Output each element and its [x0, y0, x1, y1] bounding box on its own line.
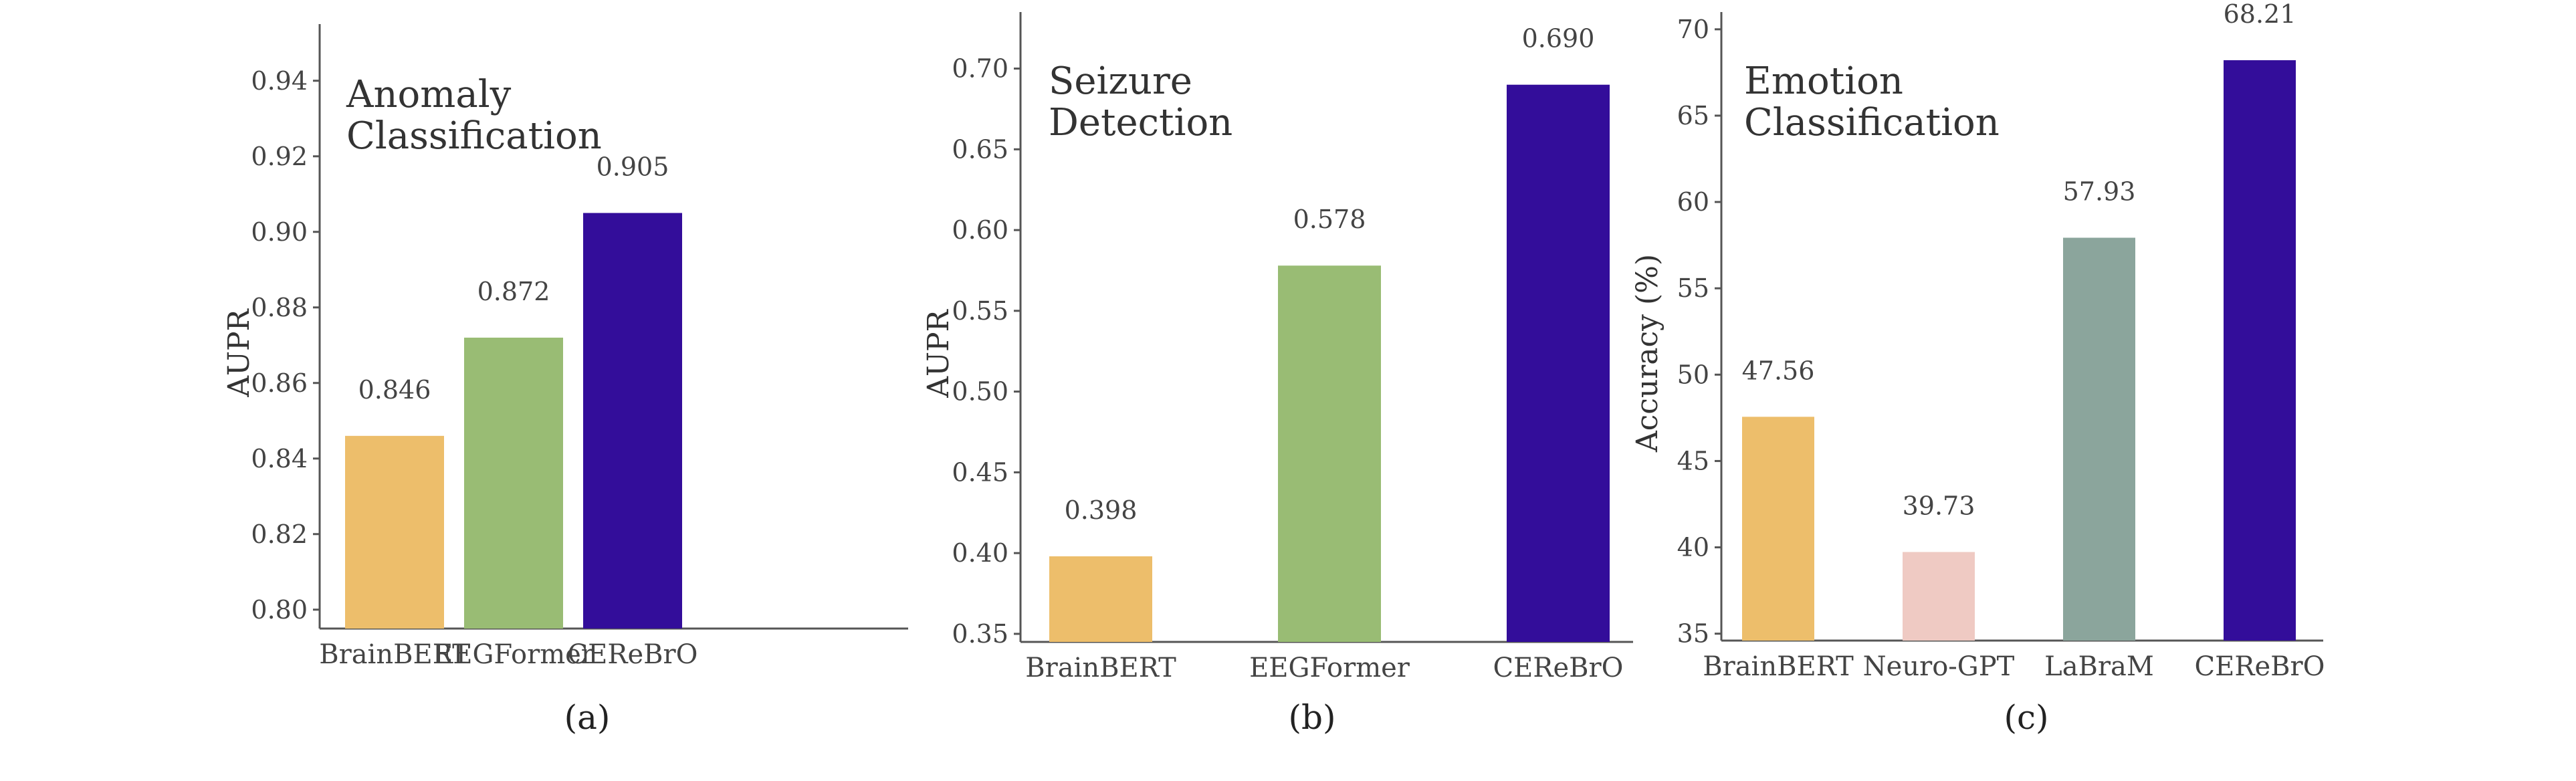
y-tick-label: 0.86 [251, 368, 308, 398]
x-tick-label: EEGFormer [433, 639, 595, 670]
y-tick-label: 0.94 [251, 66, 308, 96]
y-axis-label: AUPR [922, 308, 956, 398]
y-axis-label: AUPR [222, 308, 256, 397]
bar-cerebro [1507, 84, 1610, 642]
chart-panel-c: 35 40 45 50 55 60 65 70 Accuracy (%) EmotionClass… [1630, 0, 2325, 737]
x-tick-label: Neuro-GPT [1863, 651, 2015, 682]
bar-neuro-gpt [1903, 552, 1975, 641]
chart-panel-b: 0.35 0.40 0.45 0.50 0.55 0.60 0.65 0.70 AUPR Seiz… [922, 12, 1633, 737]
y-tick-label: 0.82 [251, 520, 308, 549]
x-tick-label: CEReBrO [568, 639, 698, 670]
x-tick-label: BrainBERT [319, 639, 470, 670]
bar-value-label: 68.21 [2224, 0, 2296, 29]
bar-value-label: 0.872 [477, 277, 550, 306]
panel-title-line: Classification [346, 114, 602, 158]
bar-eegformer [464, 337, 563, 629]
bar-value-label: 0.846 [358, 375, 431, 405]
panel-title-line: Emotion [1744, 60, 1903, 103]
x-tick-label: BrainBERT [1703, 651, 1854, 682]
bar-brainbert [1049, 556, 1152, 642]
bar-eegformer [1278, 265, 1381, 642]
y-tick-label: 0.65 [952, 134, 1008, 164]
x-tick-label: CEReBrO [2195, 651, 2325, 682]
y-tick-label: 0.90 [251, 217, 308, 247]
bar-value-label: 0.578 [1293, 205, 1366, 234]
y-tick-label: 0.45 [952, 457, 1008, 487]
panel-title-line: Seizure [1049, 60, 1192, 103]
y-tick-label: 0.80 [251, 595, 308, 625]
y-tick-label: 0.35 [952, 619, 1008, 649]
y-tick-label: 0.50 [952, 377, 1008, 407]
x-tick-label: LaBraM [2044, 651, 2154, 682]
panel-title-line: Detection [1049, 101, 1232, 144]
y-tick-label: 0.84 [251, 444, 308, 473]
bar-cerebro [2224, 60, 2296, 641]
bar-value-label: 57.93 [2063, 177, 2136, 207]
y-tick-label: 0.40 [952, 538, 1008, 568]
x-tick-label: BrainBERT [1025, 653, 1176, 683]
x-tick-label: EEGFormer [1249, 653, 1410, 683]
bar-value-label: 47.56 [1742, 356, 1815, 385]
panel-caption: (c) [2004, 698, 2048, 737]
y-tick-label: 35 [1677, 619, 1709, 649]
y-tick-label: 0.55 [952, 296, 1008, 326]
chart-panel-a: 0.80 0.82 0.84 0.86 0.88 0.90 0.92 0.94 AUPR Anom… [222, 24, 908, 737]
bar-cerebro [583, 213, 682, 629]
y-axis-label: Accuracy (%) [1630, 254, 1665, 453]
y-tick-label: 0.92 [251, 142, 308, 171]
bar-brainbert [1742, 417, 1814, 641]
y-tick-label: 65 [1677, 101, 1709, 130]
y-tick-label: 0.70 [952, 54, 1008, 84]
y-tick-label: 70 [1677, 15, 1709, 44]
bar-labram [2063, 237, 2135, 641]
y-tick-label: 40 [1677, 533, 1709, 562]
y-tick-label: 0.88 [251, 293, 308, 322]
panel-caption: (a) [564, 698, 611, 737]
y-tick-label: 60 [1677, 187, 1709, 217]
bar-brainbert [345, 435, 444, 629]
bar-value-label: 0.690 [1522, 24, 1595, 53]
bar-value-label: 39.73 [1903, 491, 1975, 521]
y-tick-label: 50 [1677, 360, 1709, 389]
bar-value-label: 0.905 [597, 152, 669, 182]
y-tick-label: 45 [1677, 446, 1709, 475]
y-tick-label: 55 [1677, 273, 1709, 303]
x-tick-label: CEReBrO [1493, 653, 1624, 683]
bar-value-label: 0.398 [1065, 495, 1138, 525]
panel-title-line: Classification [1744, 101, 2000, 144]
y-tick-label: 0.60 [952, 215, 1008, 245]
panel-title-line: Anomaly [346, 73, 512, 116]
panel-caption: (b) [1288, 698, 1335, 737]
